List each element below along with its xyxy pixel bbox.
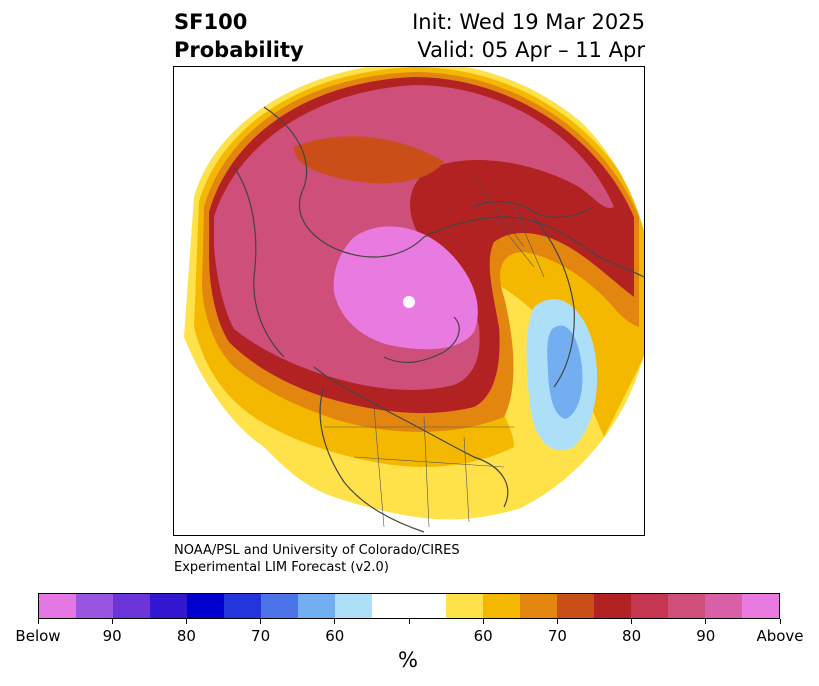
colorbar-segment (483, 594, 520, 618)
colorbar-segment (261, 594, 298, 618)
colorbar-tick (482, 619, 484, 624)
init-date: Init: Wed 19 Mar 2025 (412, 10, 645, 34)
credit-line-1: NOAA/PSL and University of Colorado/CIRE… (174, 543, 460, 558)
colorbar-unit: % (398, 648, 418, 672)
colorbar-tick-label: 90 (102, 627, 122, 645)
colorbar-segment (76, 594, 113, 618)
colorbar-segment (409, 594, 446, 618)
colorbar-segment (557, 594, 594, 618)
contour-north-ridge (294, 136, 444, 184)
title-line-2: Probability (174, 38, 304, 62)
colorbar-tick-label: 90 (696, 627, 716, 645)
colorbar-tick-label: 70 (251, 627, 271, 645)
colorbar-segment (594, 594, 631, 618)
product-title: SF100 Probability (174, 8, 304, 64)
colorbar-tick (779, 619, 781, 624)
colorbar-tick (111, 619, 113, 624)
political-borders (324, 176, 545, 528)
colorbar-tick (556, 619, 558, 624)
colorbar-tick (37, 619, 39, 624)
colorbar-segment (187, 594, 224, 618)
colorbar-segment (705, 594, 742, 618)
colorbar-tick-label: 80 (176, 627, 196, 645)
colorbar-segment (335, 594, 372, 618)
colorbar-segment (446, 594, 483, 618)
pole-marker (403, 296, 415, 308)
colorbar-segment (631, 594, 668, 618)
colorbar-segment (668, 594, 705, 618)
colorbar-segment (298, 594, 335, 618)
title-line-1: SF100 (174, 10, 248, 34)
colorbar-ticks: Below 90 80 70 60 60 70 80 90 Above (15, 619, 804, 645)
credit-line-2: Experimental LIM Forecast (v2.0) (174, 560, 389, 575)
colorbar-tick-label: Above (756, 627, 804, 645)
colorbar-tick-label: 80 (622, 627, 642, 645)
colorbar-tick (408, 619, 410, 624)
polar-map (173, 66, 645, 536)
colorbar-tick (705, 619, 707, 624)
colorbar-tick (334, 619, 336, 624)
colorbar-tick-label: Below (15, 627, 61, 645)
colorbar-tick (260, 619, 262, 624)
colorbar-segment (39, 594, 76, 618)
valid-range: Valid: 05 Apr – 11 Apr (417, 38, 645, 62)
colorbar-tick (631, 619, 633, 624)
colorbar-tick-label: 70 (547, 627, 567, 645)
colorbar (38, 593, 780, 619)
colorbar-segment (520, 594, 557, 618)
probability-field (174, 67, 644, 535)
contour-below-70 (547, 325, 583, 419)
colorbar-segment (224, 594, 261, 618)
colorbar-segment (113, 594, 150, 618)
colorbar-tick-label: 60 (473, 627, 493, 645)
colorbar-tick-label: 60 (325, 627, 345, 645)
colorbar-segment (372, 594, 409, 618)
forecast-dates: Init: Wed 19 Mar 2025 Valid: 05 Apr – 11… (412, 8, 645, 64)
colorbar-segment (742, 594, 779, 618)
colorbar-segment (150, 594, 187, 618)
colorbar-tick (185, 619, 187, 624)
coastlines (233, 106, 644, 533)
credit-text: NOAA/PSL and University of Colorado/CIRE… (174, 542, 460, 576)
